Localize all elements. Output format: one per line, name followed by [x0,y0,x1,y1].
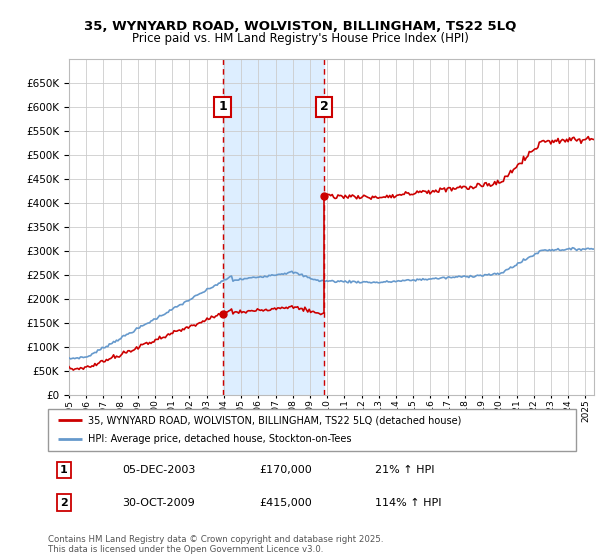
Text: 35, WYNYARD ROAD, WOLVISTON, BILLINGHAM, TS22 5LQ (detached house): 35, WYNYARD ROAD, WOLVISTON, BILLINGHAM,… [88,415,461,425]
Text: 2: 2 [60,498,68,507]
Text: 05-DEC-2003: 05-DEC-2003 [122,465,195,475]
Text: 21% ↑ HPI: 21% ↑ HPI [376,465,435,475]
Text: 1: 1 [218,100,227,113]
Text: £170,000: £170,000 [259,465,312,475]
Text: Contains HM Land Registry data © Crown copyright and database right 2025.
This d: Contains HM Land Registry data © Crown c… [48,535,383,554]
Text: HPI: Average price, detached house, Stockton-on-Tees: HPI: Average price, detached house, Stoc… [88,435,351,445]
Text: 1: 1 [60,465,68,475]
Text: £415,000: £415,000 [259,498,312,507]
Text: 30-OCT-2009: 30-OCT-2009 [122,498,194,507]
Text: Price paid vs. HM Land Registry's House Price Index (HPI): Price paid vs. HM Land Registry's House … [131,31,469,45]
Text: 2: 2 [320,100,329,113]
Bar [223,59,324,395]
Text: 35, WYNYARD ROAD, WOLVISTON, BILLINGHAM, TS22 5LQ: 35, WYNYARD ROAD, WOLVISTON, BILLINGHAM,… [84,20,516,34]
Text: 114% ↑ HPI: 114% ↑ HPI [376,498,442,507]
